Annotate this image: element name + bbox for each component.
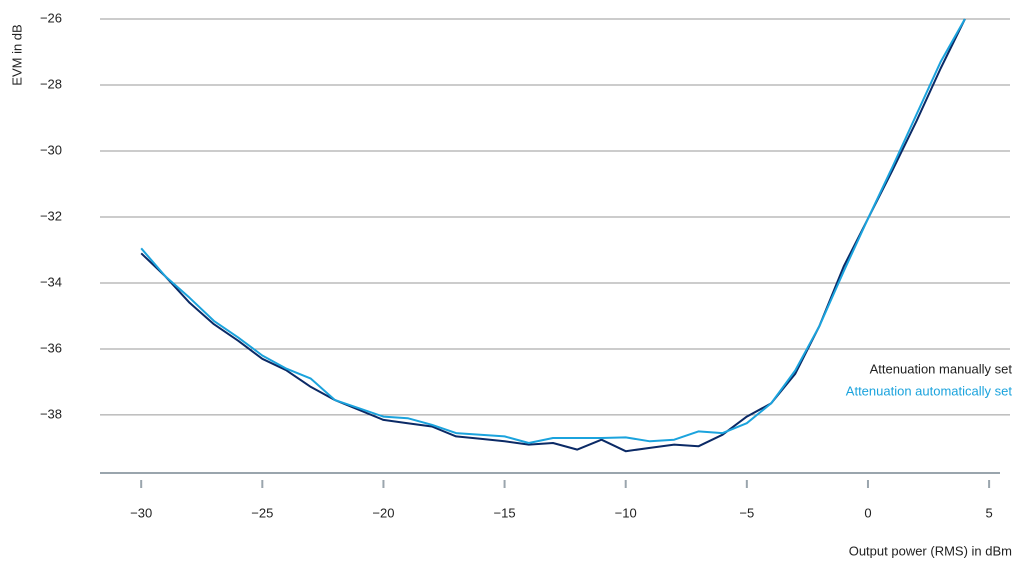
legend-entry: Attenuation manually set <box>870 361 1013 376</box>
x-tick-label: −25 <box>251 505 273 520</box>
x-tick-label: 0 <box>864 505 871 520</box>
x-tick-label: 5 <box>985 505 992 520</box>
y-tick-label: −38 <box>40 406 62 421</box>
y-tick-label: −28 <box>40 76 62 91</box>
y-tick-label: −34 <box>40 274 62 289</box>
y-tick-label: −30 <box>40 142 62 157</box>
x-tick-label: −5 <box>739 505 754 520</box>
x-axis-title: Output power (RMS) in dBm <box>849 543 1012 558</box>
y-axis-title: EVM in dB <box>9 24 24 85</box>
y-tick-label: −26 <box>40 10 62 25</box>
series-line <box>140 18 966 453</box>
x-tick-label: −30 <box>130 505 152 520</box>
y-tick-label: −32 <box>40 208 62 223</box>
x-tick-label: −20 <box>372 505 394 520</box>
series-line <box>140 18 966 444</box>
y-tick-label: −36 <box>40 340 62 355</box>
legend-entry: Attenuation automatically set <box>846 383 1013 398</box>
x-tick-label: −10 <box>615 505 637 520</box>
x-tick-label: −15 <box>494 505 516 520</box>
